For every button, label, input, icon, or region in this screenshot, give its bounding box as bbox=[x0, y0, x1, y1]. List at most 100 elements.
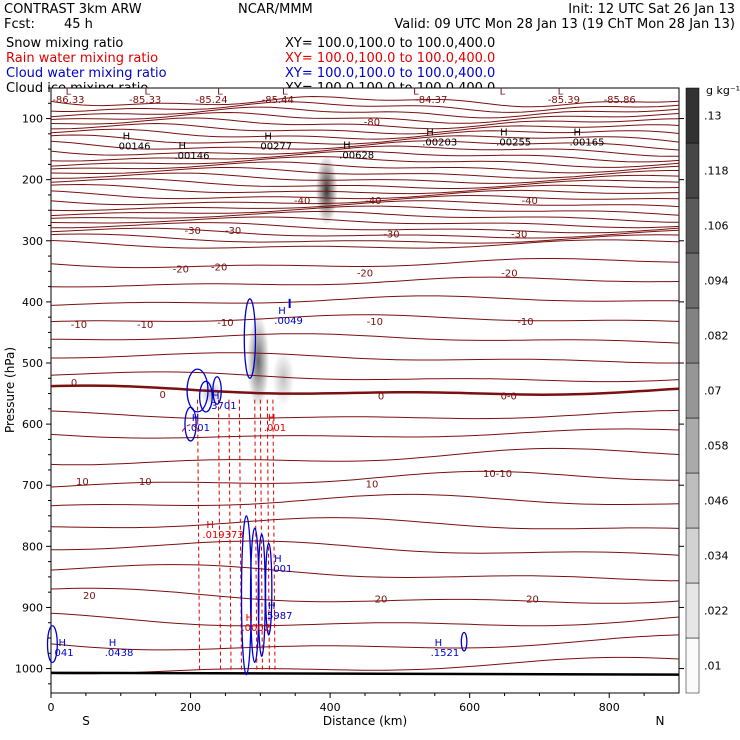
rain-contour bbox=[197, 399, 201, 671]
x-axis-label: Distance (km) bbox=[323, 714, 407, 728]
isotherm-label: -40 bbox=[522, 196, 538, 207]
rain-contour bbox=[181, 424, 200, 432]
isotherm-label: -10 bbox=[137, 320, 153, 331]
high-center-marker: H bbox=[264, 131, 272, 142]
high-center-marker: H bbox=[109, 638, 117, 649]
cloud-water-contour bbox=[240, 515, 252, 676]
temperature-contour bbox=[50, 172, 680, 184]
colorbar-swatch bbox=[685, 472, 700, 529]
high-center-value: .1521 bbox=[431, 648, 460, 659]
high-center-value: .00165 bbox=[569, 138, 604, 149]
colorbar-level-label: .13 bbox=[704, 110, 722, 123]
temperature-contour bbox=[50, 314, 680, 323]
temperature-contour bbox=[50, 656, 680, 675]
colorbar-swatch bbox=[685, 197, 700, 254]
isotherm-label: -10 bbox=[217, 318, 233, 329]
surface-line bbox=[50, 671, 680, 676]
temperature-contour bbox=[50, 200, 680, 212]
isotherm-label: -20 bbox=[357, 269, 373, 280]
colorbar-level-label: .094 bbox=[704, 275, 729, 288]
colorbar-unit: g kg⁻¹ bbox=[706, 84, 740, 97]
colorbar-swatch bbox=[685, 87, 700, 144]
field-name: Rain water mixing ratio bbox=[6, 51, 158, 66]
isotherm-label: -40 bbox=[365, 196, 381, 207]
temperature-contour bbox=[50, 540, 680, 556]
high-center-marker: H bbox=[268, 413, 276, 424]
isotherm-label: 10 bbox=[366, 479, 379, 490]
colorbar-level-label: .118 bbox=[704, 165, 729, 178]
x-tick-label: 200 bbox=[180, 701, 201, 714]
temperature-contour bbox=[50, 111, 680, 124]
cloud-water-contours bbox=[46, 298, 468, 676]
x-tick-label: 600 bbox=[459, 701, 480, 714]
isotherm-label: 10-10 bbox=[483, 469, 512, 480]
north-end-label: N bbox=[656, 714, 665, 728]
isotherm-label: 10 bbox=[76, 477, 89, 488]
temperature-contour bbox=[50, 145, 679, 157]
isotherm-label: 20 bbox=[375, 594, 388, 605]
rain-contour bbox=[228, 399, 232, 671]
y-tick-label: 400 bbox=[22, 296, 43, 309]
valid-time: Valid: 09 UTC Mon 28 Jan 13 (19 ChT Mon … bbox=[394, 17, 735, 32]
high-center-value: .0049 bbox=[274, 316, 303, 327]
rain-contour bbox=[272, 399, 276, 671]
high-center-value: .0438 bbox=[105, 648, 134, 659]
isotherm-label: -80 bbox=[364, 118, 380, 129]
freezing-level-contour bbox=[50, 384, 680, 396]
temperature-contour bbox=[50, 447, 680, 466]
x-tick-label: 400 bbox=[320, 701, 341, 714]
isotherm-label: -20 bbox=[173, 264, 189, 275]
x-tick-label: 0 bbox=[48, 701, 55, 714]
low-center-marker: L bbox=[558, 86, 564, 97]
field-section-coords: XY= 100.0,100.0 to 100.0,400.0 bbox=[285, 66, 495, 81]
temperature-contour bbox=[50, 564, 680, 582]
high-center-marker: H bbox=[343, 140, 351, 151]
colorbar-swatch bbox=[685, 362, 700, 419]
temperature-contour bbox=[50, 183, 680, 195]
snow-plume bbox=[247, 314, 270, 409]
isotherm-label: -10 bbox=[367, 317, 383, 328]
y-tick-label: 900 bbox=[22, 601, 43, 614]
forecast-label: Fcst: bbox=[4, 17, 35, 32]
temperature-contour bbox=[50, 106, 680, 119]
cloud-water-contour bbox=[186, 368, 209, 413]
high-center-marker: H bbox=[278, 306, 286, 317]
temperature-contour bbox=[50, 470, 679, 488]
temperature-contour bbox=[50, 276, 680, 288]
high-center-marker: H bbox=[274, 554, 282, 565]
isotherm-label: -10 bbox=[71, 320, 87, 331]
colorbar: g kg⁻¹ .01 .022 .034 .046 .058 .07 .082 .094 .10… bbox=[685, 84, 740, 694]
colorbar-swatch bbox=[685, 417, 700, 474]
temperature-contour bbox=[51, 352, 679, 364]
temperature-contour bbox=[50, 227, 680, 239]
temperature-contour bbox=[50, 333, 680, 344]
y-tick-label: 200 bbox=[22, 174, 43, 187]
isotherm-label: -85.33 bbox=[129, 95, 161, 106]
isotherm-label: 0 bbox=[378, 391, 384, 402]
temperature-contour bbox=[50, 612, 680, 627]
forecast-hour: 45 h bbox=[64, 17, 93, 32]
high-center-value: .001 bbox=[270, 564, 292, 575]
isotherm-label: -30 bbox=[511, 229, 527, 240]
temperature-contour bbox=[50, 634, 680, 651]
temperature-contour bbox=[50, 409, 680, 420]
isotherm-label: -30 bbox=[383, 229, 399, 240]
rain-contour bbox=[266, 399, 270, 671]
high-center-marker: H bbox=[268, 601, 276, 612]
high-center-marker: H bbox=[212, 391, 220, 402]
y-tick-label: 1000 bbox=[15, 663, 43, 676]
isotherm-label: 0 bbox=[71, 378, 77, 389]
temperature-contour bbox=[50, 233, 680, 244]
cloud-water-contour bbox=[243, 298, 257, 379]
south-end-label: S bbox=[82, 714, 90, 728]
isotherm-label: -20 bbox=[211, 262, 227, 273]
isotherm-label: 20 bbox=[526, 594, 539, 605]
rain-contours bbox=[181, 399, 276, 671]
rain-contour bbox=[238, 399, 242, 671]
high-center-marker: H bbox=[573, 128, 581, 139]
high-center-marker: H bbox=[58, 638, 66, 649]
temperature-contour bbox=[51, 222, 680, 234]
y-tick-label: 100 bbox=[22, 113, 43, 126]
